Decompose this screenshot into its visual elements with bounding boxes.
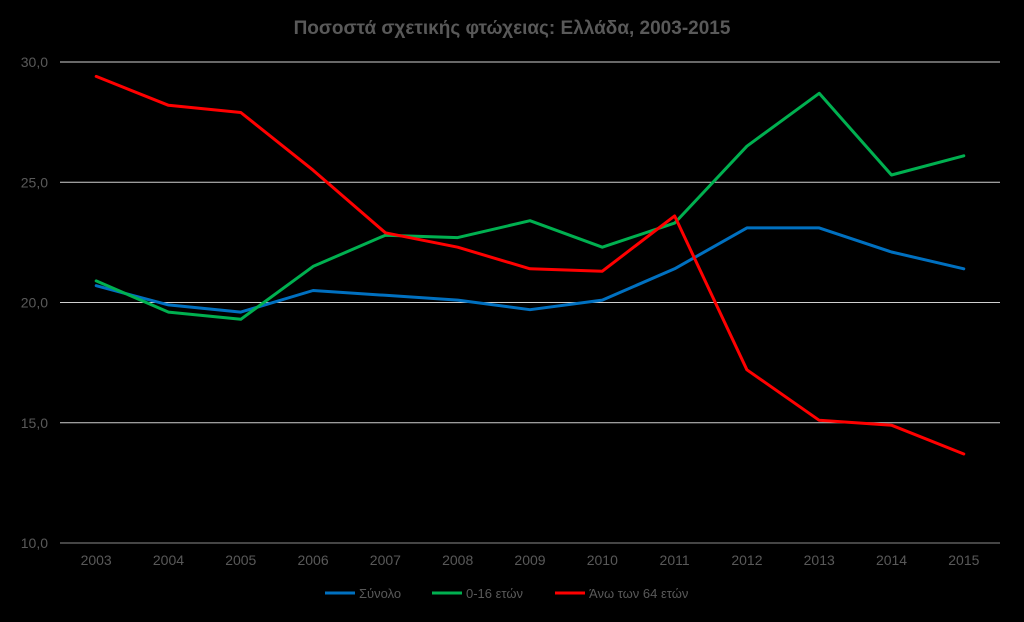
x-tick-label: 2008 <box>442 552 473 568</box>
legend-label: Σύνολο <box>359 586 401 601</box>
y-tick-label: 15,0 <box>21 415 48 431</box>
chart-title: Ποσοστά σχετικής φτώχειας: Ελλάδα, 2003-… <box>293 18 731 39</box>
x-tick-label: 2005 <box>225 552 256 568</box>
x-tick-label: 2014 <box>876 552 907 568</box>
x-tick-label: 2015 <box>948 552 979 568</box>
x-tick-label: 2004 <box>153 552 184 568</box>
y-tick-label: 30,0 <box>21 54 48 70</box>
series-lines <box>94 74 966 456</box>
legend-label: Άνω των 64 ετών <box>589 586 688 601</box>
x-tick-label: 2012 <box>731 552 762 568</box>
series-line-2 <box>94 91 966 321</box>
x-tick-label: 2010 <box>587 552 618 568</box>
x-tick-label: 2003 <box>81 552 112 568</box>
gridlines <box>60 61 1000 544</box>
x-tick-label: 2009 <box>514 552 545 568</box>
legend-label: 0-16 ετών <box>466 586 523 601</box>
legend: Σύνολο 0-16 ετών Άνω των 64 ετών <box>325 586 688 601</box>
series-line-1 <box>94 226 966 314</box>
x-axis-ticks: 2003 2004 2005 2006 2007 2008 2009 2010 2011 2012… <box>81 552 980 568</box>
x-tick-label: 2011 <box>660 552 690 568</box>
y-axis-ticks: 10,0 15,0 20,0 25,0 30,0 <box>21 54 48 551</box>
y-tick-label: 10,0 <box>21 535 48 551</box>
y-tick-label: 20,0 <box>21 295 48 311</box>
x-tick-label: 2006 <box>297 552 328 568</box>
x-tick-label: 2013 <box>804 552 835 568</box>
series-line-3 <box>94 74 966 456</box>
x-tick-label: 2007 <box>370 552 401 568</box>
y-tick-label: 25,0 <box>21 174 48 190</box>
